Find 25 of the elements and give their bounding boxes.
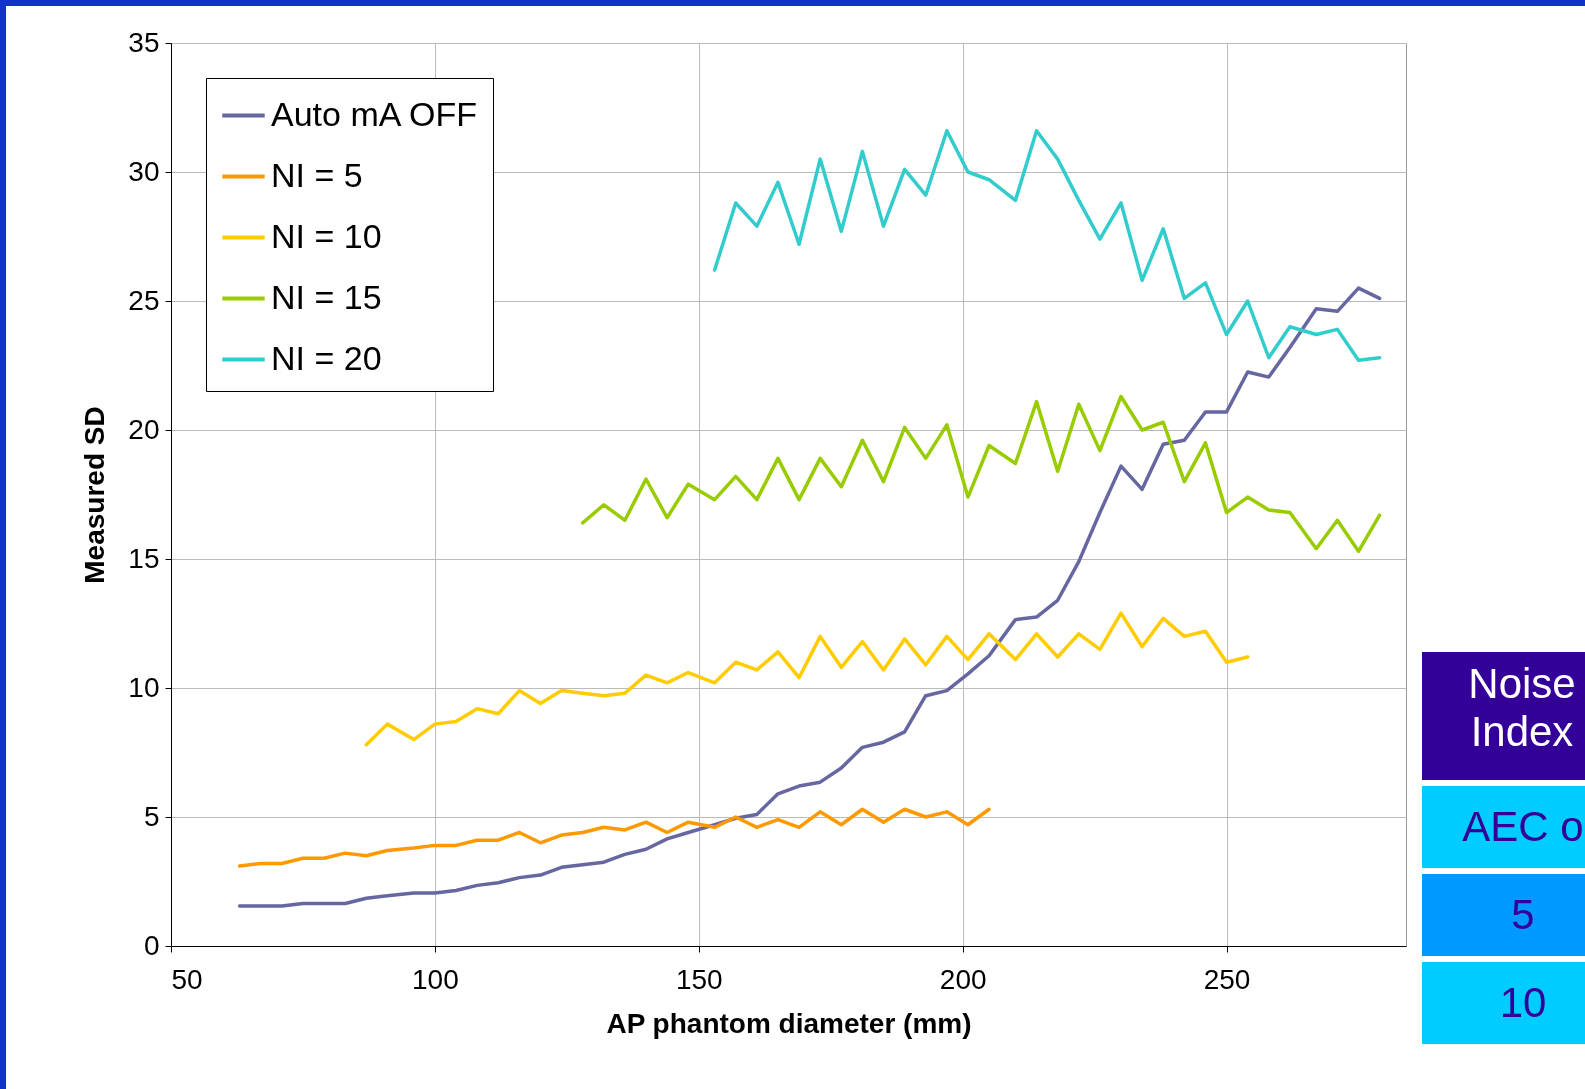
y-tick-label: 25: [128, 284, 160, 316]
line-series: [237, 807, 991, 868]
line-series: [580, 394, 1382, 554]
x-tick-label: 250: [1203, 963, 1251, 995]
legend-label: NI = 15: [271, 277, 382, 316]
y-tick-label: 30: [128, 155, 160, 187]
line-series: [712, 128, 1382, 363]
x-tick-label: 50: [171, 963, 203, 995]
x-axis-title: AP phantom diameter (mm): [606, 1007, 972, 1039]
line-series: [237, 286, 1382, 908]
legend-label: NI = 10: [271, 216, 382, 255]
legend-label: NI = 5: [271, 155, 363, 194]
y-tick-label: 35: [128, 26, 160, 58]
y-tick-label: 20: [128, 413, 160, 445]
legend-label: Auto mA OFF: [271, 94, 477, 133]
y-tick-label: 15: [128, 542, 160, 574]
x-tick-label: 200: [939, 963, 987, 995]
x-tick-label: 150: [675, 963, 723, 995]
y-tick-label: 5: [143, 800, 160, 832]
legend-label: NI = 20: [271, 338, 382, 377]
y-axis-title: Measured SD: [79, 406, 111, 584]
y-tick-label: 10: [128, 671, 160, 703]
line-series: [364, 611, 1250, 747]
x-tick-label: 100: [412, 963, 459, 995]
y-tick-label: 0: [143, 929, 160, 961]
